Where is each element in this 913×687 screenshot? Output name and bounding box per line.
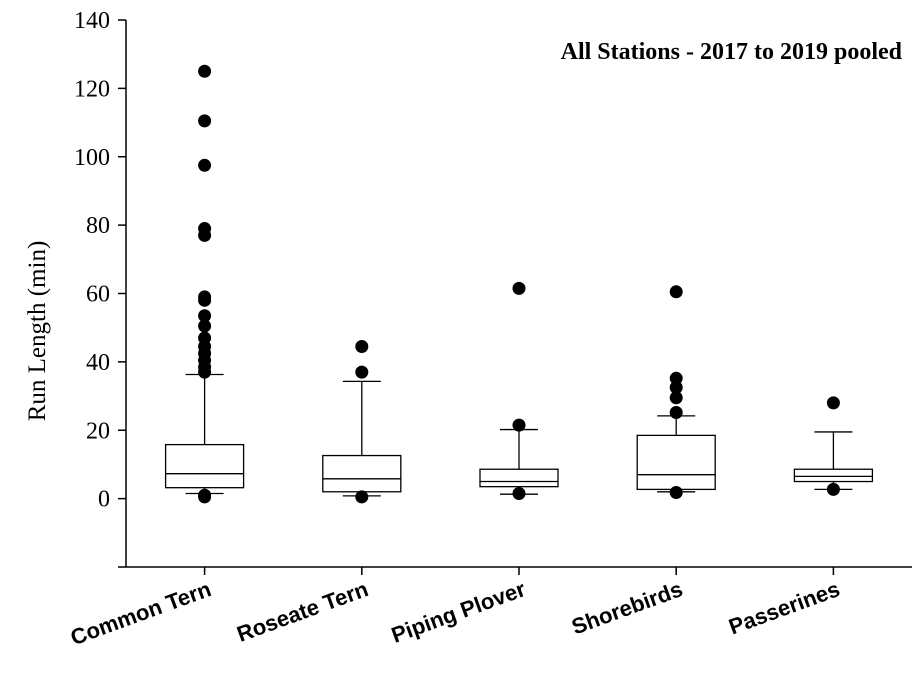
outlier-point [198,158,212,172]
outlier-point [198,114,212,128]
y-tick-label: 140 [74,8,110,34]
outlier-point [669,371,683,385]
y-tick-label: 60 [86,282,110,308]
box-iqr [793,468,874,483]
outlier-point [198,64,212,78]
x-tick-label: Common Tern [67,576,214,650]
outlier-point [669,285,683,299]
y-tick-label: 40 [86,350,110,376]
outlier-point [355,365,369,379]
outlier-point [512,281,526,295]
outlier-point [355,490,369,504]
outlier-point [198,222,212,236]
outlier-point [355,339,369,353]
x-tick-label: Passerines [725,576,843,639]
y-tick-label: 0 [98,487,110,513]
box-iqr [479,468,559,488]
y-tick-label: 120 [74,76,110,102]
box-iqr [322,454,402,493]
outlier-point [669,405,683,419]
outlier-point [198,290,212,304]
x-tick-label: Roseate Tern [234,576,372,647]
y-tick-label: 20 [86,418,110,444]
outlier-point [512,418,526,432]
outlier-point [198,331,212,345]
outlier-point [198,309,212,323]
box-iqr [636,434,716,491]
outlier-point [826,482,840,496]
chart-title: All Stations - 2017 to 2019 pooled [561,39,903,65]
box-iqr [164,443,245,489]
outlier-point [512,486,526,500]
y-axis-label: Run Length (min) [24,241,51,422]
outlier-point [669,381,683,395]
y-tick-label: 80 [86,213,110,239]
y-tick-label: 100 [74,145,110,171]
x-tick-label: Shorebirds [568,576,686,639]
outlier-point [669,485,683,499]
x-tick-label: Piping Plover [388,576,529,648]
outlier-point [198,488,212,502]
outlier-point [826,396,840,410]
outlier-point [198,319,212,333]
outlier-point [669,391,683,405]
